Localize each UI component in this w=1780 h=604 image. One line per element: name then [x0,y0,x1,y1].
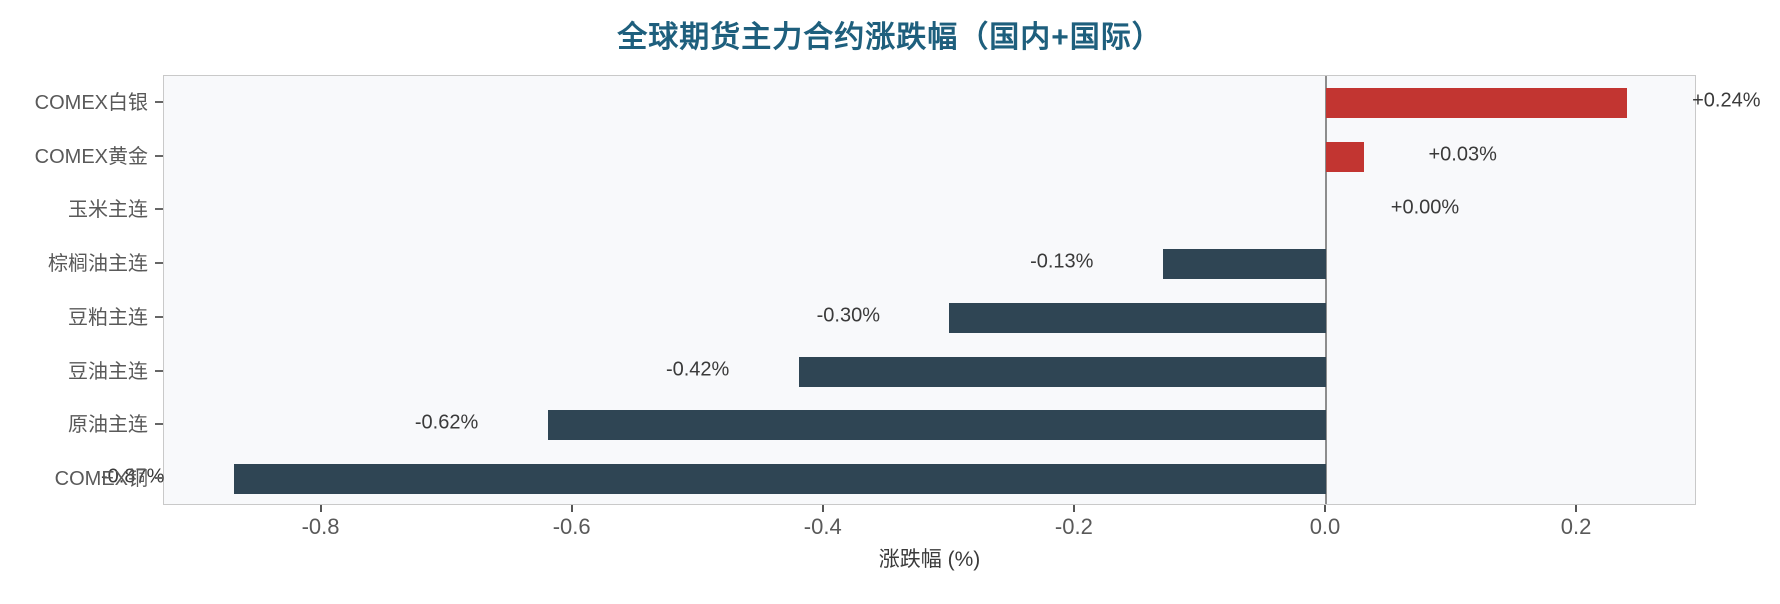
y-tick [155,100,163,103]
bar-value-label: +0.00% [1390,196,1460,219]
y-tick [155,423,163,426]
x-axis-title: 涨跌幅 (%) [878,548,981,571]
zero-axis-line [1324,76,1327,504]
bar [547,410,1326,441]
bar [1325,87,1628,118]
x-tick [821,505,824,512]
bar [233,464,1326,495]
category-label: 原油主连 [68,414,148,437]
y-tick [155,369,163,372]
bar [1325,141,1364,172]
x-tick-label: -0.6 [552,514,591,539]
category-label: 玉米主连 [68,199,148,222]
bar-value-label: +0.24% [1692,89,1761,112]
x-tick [570,505,573,512]
category-label: 豆油主连 [68,360,148,383]
category-label: 棕榈油主连 [48,253,148,276]
category-label: COMEX黄金 [34,145,148,168]
chart-title: 全球期货主力合约涨跌幅（国内+国际） [617,21,1163,54]
bar-value-label: +0.03% [1428,142,1497,165]
y-tick [155,154,163,157]
bar-value-label: -0.30% [816,304,881,327]
category-label: 豆粕主连 [68,306,148,329]
x-tick-label: -0.2 [1054,514,1093,539]
plot-area [163,75,1696,505]
bar [949,302,1326,333]
x-tick [1323,505,1326,512]
x-tick [1072,505,1075,512]
category-label: COMEX铜 [54,468,148,491]
x-tick-label: 0.0 [1309,514,1341,539]
x-tick [319,505,322,512]
bar [1162,249,1326,280]
x-tick [1575,505,1578,512]
category-label: COMEX白银 [34,91,148,114]
y-tick [155,208,163,211]
y-tick [155,262,163,265]
y-tick [155,315,163,318]
bar-value-label: -0.13% [1030,250,1094,273]
y-tick [155,477,163,480]
x-tick-label: 0.2 [1560,514,1592,539]
bar [798,356,1326,387]
x-tick-label: -0.4 [803,514,842,539]
bar-value-label: -0.42% [665,357,730,380]
x-tick-label: -0.8 [301,514,340,539]
bar-value-label: -0.62% [414,411,479,434]
bar-value-label: -0.87% [100,465,165,488]
